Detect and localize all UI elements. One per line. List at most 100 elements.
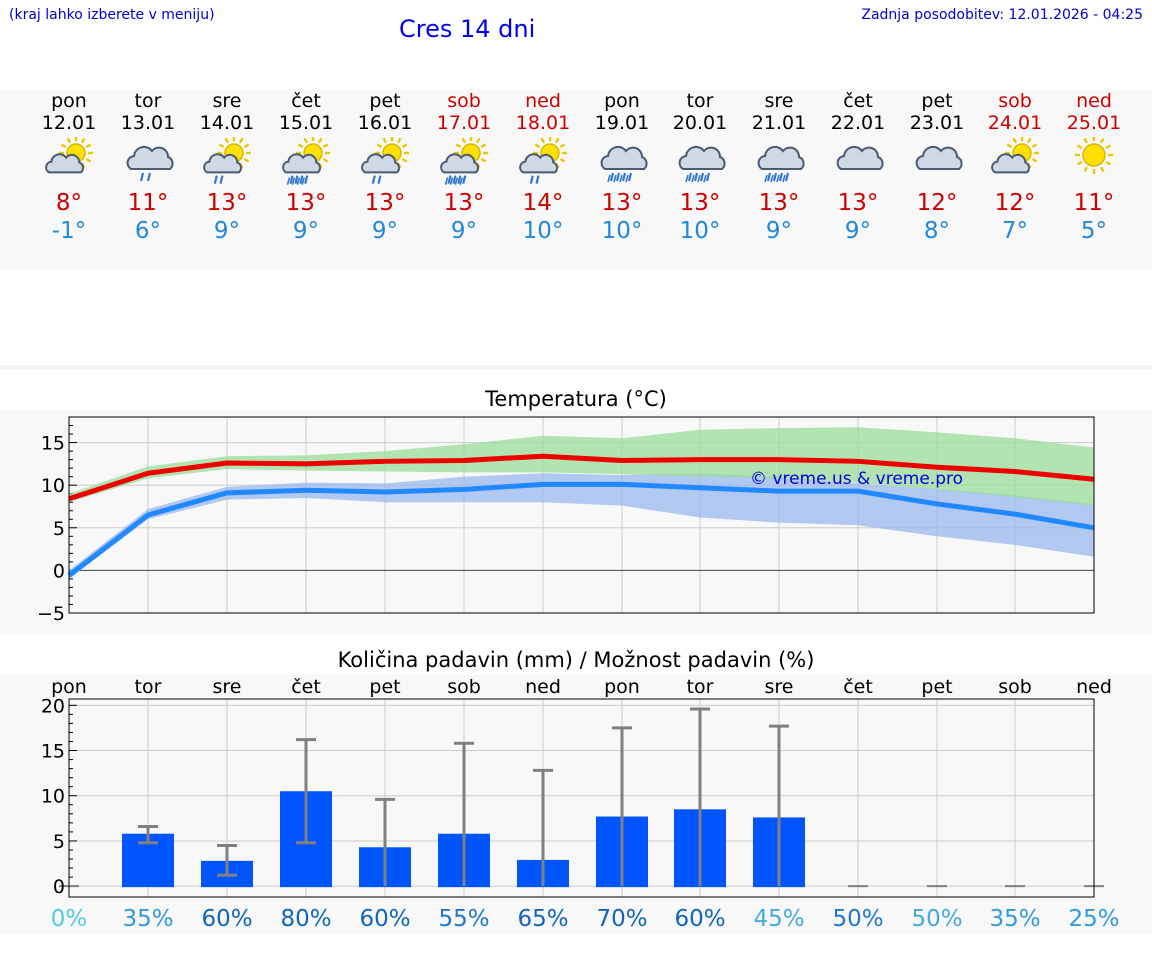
forecast-band	[0, 89, 1152, 269]
precipitation-chance: 65%	[517, 906, 568, 932]
day-date: 16.01	[357, 112, 413, 134]
sun-cloud-heavy-rain-icon	[425, 137, 503, 185]
y-tick-label: 5	[53, 518, 65, 540]
day-label: sob	[447, 676, 481, 698]
day-column: sob 17.01 13° 9°	[425, 89, 503, 245]
max-temperature: 13°	[364, 190, 406, 216]
day-column: pet 23.01 12° 8°	[898, 89, 976, 245]
day-column: sre 14.01 13° 9°	[188, 89, 266, 245]
day-column: pon 12.01 8° -1°	[30, 89, 108, 245]
precipitation-chance: 60%	[201, 906, 252, 932]
cloud-heavy-rain-icon	[583, 137, 661, 185]
day-column: čet 15.01 13° 9°	[267, 89, 345, 245]
day-date: 22.01	[830, 112, 886, 134]
day-column: tor 20.01 13° 10°	[661, 89, 739, 245]
temperature-chart-title: Temperatura (°C)	[485, 387, 667, 411]
page-title: Cres 14 dni	[399, 15, 536, 43]
max-temperature: 13°	[206, 190, 248, 216]
separator-band	[0, 365, 1152, 370]
max-temperature-range-band	[69, 427, 1094, 506]
min-temperature: 9°	[292, 218, 320, 244]
day-date: 20.01	[672, 112, 728, 134]
day-date: 24.01	[987, 112, 1043, 134]
day-name: tor	[686, 90, 714, 112]
day-label: sre	[213, 676, 242, 698]
max-temperature: 8°	[55, 190, 83, 216]
min-temperature-range-band	[69, 473, 1094, 579]
max-temperature: 13°	[758, 190, 800, 216]
max-temperature: 11°	[127, 190, 169, 216]
max-temperature: 12°	[994, 190, 1036, 216]
plot-frame	[68, 416, 1095, 614]
min-temperature: 10°	[601, 218, 643, 244]
max-temperature: 13°	[285, 190, 327, 216]
day-column: sob 24.01 12° 7°	[976, 89, 1054, 245]
min-temperature: 9°	[765, 218, 793, 244]
day-label: sre	[765, 676, 794, 698]
min-temperature: 5°	[1080, 218, 1108, 244]
y-tick-label: 5	[53, 831, 65, 853]
day-name: čet	[291, 90, 321, 112]
y-tick-label: 10	[41, 786, 65, 808]
plot-frame	[68, 698, 1095, 898]
day-label: čet	[843, 676, 873, 698]
precipitation-chance: 25%	[1068, 906, 1119, 932]
day-name: pet	[921, 90, 953, 112]
precipitation-chance: 70%	[596, 906, 647, 932]
y-tick-label: 15	[41, 433, 65, 455]
min-temperature: 9°	[450, 218, 478, 244]
max-temperature-line	[68, 453, 1095, 502]
day-name: ned	[1076, 90, 1112, 112]
min-temperature: 9°	[371, 218, 399, 244]
day-label: tor	[135, 676, 162, 698]
region-menu-hint: (kraj lahko izberete v meniju)	[9, 7, 215, 23]
min-temperature: 10°	[679, 218, 721, 244]
day-date: 25.01	[1066, 112, 1122, 134]
min-temperature: 6°	[134, 218, 162, 244]
min-temperature: 10°	[522, 218, 564, 244]
precipitation-chance: 55%	[438, 906, 489, 932]
sun-cloud-icon	[976, 137, 1054, 185]
day-name: sob	[998, 90, 1032, 112]
y-tick-label: 0	[53, 876, 65, 898]
min-temperature: 8°	[923, 218, 951, 244]
min-temperature: 9°	[213, 218, 241, 244]
temperature-chart: −5 0 5 10 15 © vreme.us & vreme.pro	[37, 416, 1095, 625]
max-temperature: 13°	[679, 190, 721, 216]
precipitation-chance: 80%	[280, 906, 331, 932]
precipitation-chance: 50%	[832, 906, 883, 932]
max-temperature: 11°	[1073, 190, 1115, 216]
sun-icon	[1055, 137, 1133, 185]
max-temperature: 13°	[837, 190, 879, 216]
day-column: ned 25.01 11° 5°	[1055, 89, 1133, 245]
min-temperature: -1°	[51, 218, 87, 244]
max-temperature: 14°	[522, 190, 564, 216]
y-tick-label: 20	[41, 695, 65, 717]
cloud-heavy-rain-icon	[661, 137, 739, 185]
day-name: tor	[134, 90, 162, 112]
min-temperature: 9°	[844, 218, 872, 244]
precipitation-chart: pon tor sre čet pet sob ned pon tor sre čet pet sob n…	[41, 676, 1120, 932]
day-label: pet	[369, 676, 400, 698]
day-label: tor	[687, 676, 714, 698]
day-date: 17.01	[436, 112, 492, 134]
sun-cloud-icon	[30, 137, 108, 185]
day-date: 19.01	[594, 112, 650, 134]
day-column: ned 18.01 14° 10°	[504, 89, 582, 245]
day-column: čet 22.01 13° 9°	[819, 89, 897, 245]
cloud-rain-icon	[109, 137, 187, 185]
day-name: sre	[212, 90, 242, 112]
max-temperature: 13°	[601, 190, 643, 216]
day-date: 23.01	[909, 112, 965, 134]
min-temperature: 7°	[1001, 218, 1029, 244]
min-temperature-line	[67, 481, 1095, 578]
precipitation-chance: 35%	[989, 906, 1040, 932]
sun-cloud-rain-icon	[504, 137, 582, 185]
last-update: Zadnja posodobitev: 12.01.2026 - 04:25	[861, 7, 1143, 23]
cloud-heavy-rain-icon	[740, 137, 818, 185]
day-date: 18.01	[515, 112, 571, 134]
precipitation-chart-title: Količina padavin (mm) / Možnost padavin …	[337, 648, 815, 672]
max-temperature: 13°	[443, 190, 485, 216]
day-name: ned	[525, 90, 561, 112]
day-name: sob	[447, 90, 481, 112]
